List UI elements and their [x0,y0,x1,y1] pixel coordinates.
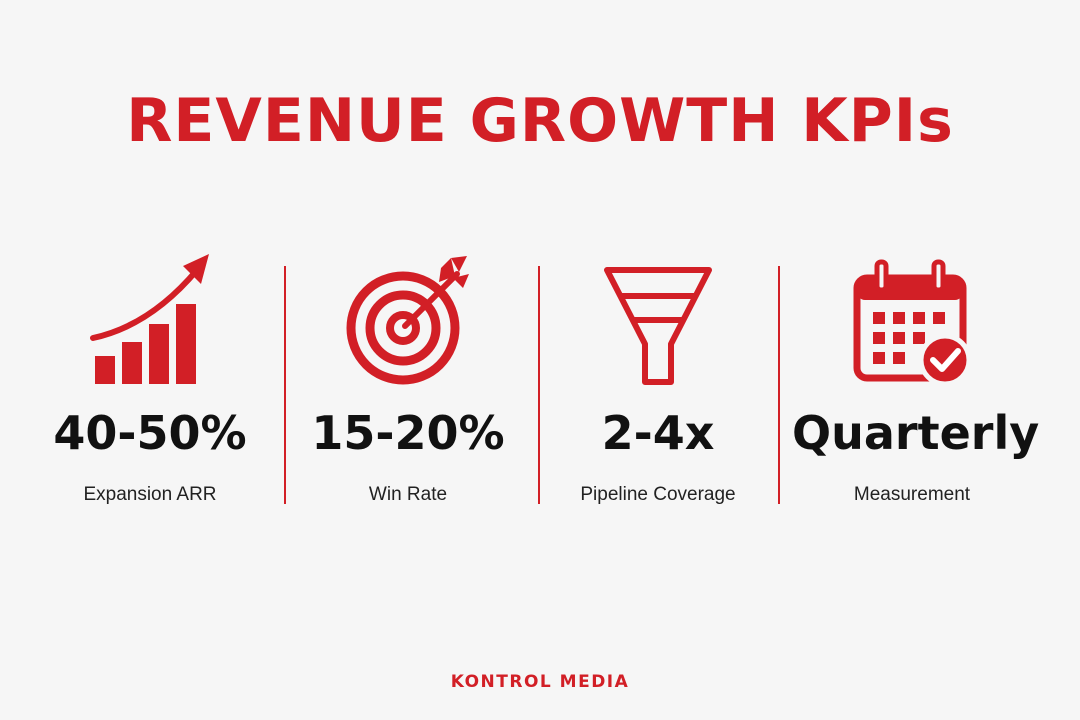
growth-chart-icon [85,248,215,388]
divider [538,266,540,504]
kpi-label: Win Rate [368,484,448,505]
kpi-value: 2-4x [601,406,715,460]
kpi-value: 40-50% [53,406,247,460]
kpi-pipeline-coverage: 2-4x Pipeline Coverage [538,240,778,520]
divider [284,266,286,504]
kpi-label: Expansion ARR [83,484,217,505]
divider [778,266,780,504]
kpi-measurement: Quarterly Measurement [792,240,1040,520]
kpi-row: 40-50% Expansion ARR 15-20% Win Rate [30,240,1050,520]
page-title: REVENUE GROWTH KPIs [126,86,954,156]
kpi-label: Measurement [853,484,971,505]
funnel-icon [593,248,723,388]
kpi-value: Quarterly [792,406,1040,460]
kpi-label: Pipeline Coverage [580,484,736,505]
calendar-check-icon [847,248,977,388]
target-icon [343,248,473,388]
kpi-expansion-arr: 40-50% Expansion ARR [30,240,270,520]
kpi-win-rate: 15-20% Win Rate [288,240,528,520]
kpi-value: 15-20% [311,406,505,460]
brand-logo: KONTROL MEDIA [450,672,630,692]
